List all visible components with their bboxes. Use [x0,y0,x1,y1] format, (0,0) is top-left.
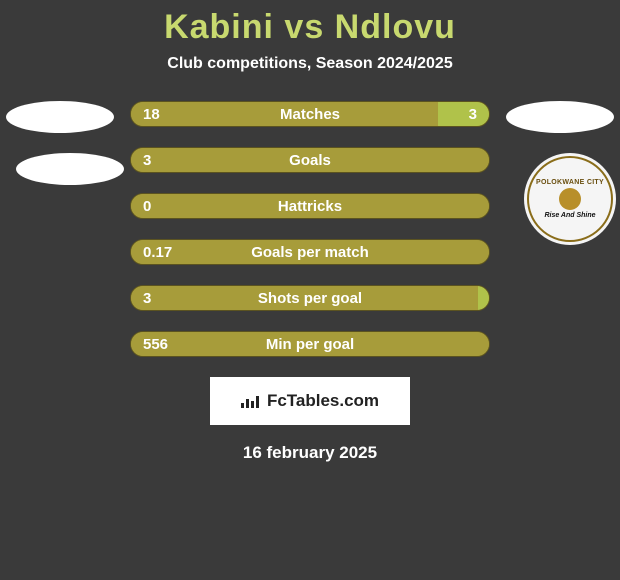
brand-chart-icon [241,394,261,408]
comparison-bars: 183Matches 3Goals 0Hattricks 0.17Goals per … [130,101,490,357]
left-ellipse-2 [16,153,124,185]
bar-row: 556Min per goal [130,331,490,357]
bar-row: 183Matches [130,101,490,127]
bar-row: 0Hattricks [130,193,490,219]
badge-ring [527,156,613,242]
brand-text: FcTables.com [267,391,379,411]
bar-label: Shots per goal [131,286,489,310]
right-ellipse [506,101,614,133]
page-title: Kabini vs Ndlovu [0,0,620,47]
date-text: 16 february 2025 [0,443,620,463]
content-region: POLOKWANE CITY Rise And Shine 183Matches… [0,101,620,463]
bar-row: 3Goals [130,147,490,173]
bar-label: Min per goal [131,332,489,356]
left-ellipse-1 [6,101,114,133]
bar-row: 0.17Goals per match [130,239,490,265]
bar-label: Hattricks [131,194,489,218]
bar-label: Goals [131,148,489,172]
bar-label: Goals per match [131,240,489,264]
page-subtitle: Club competitions, Season 2024/2025 [0,55,620,73]
bar-label: Matches [131,102,489,126]
right-club-badge: POLOKWANE CITY Rise And Shine [524,153,616,245]
bar-row: 3Shots per goal [130,285,490,311]
brand-box: FcTables.com [210,377,410,425]
